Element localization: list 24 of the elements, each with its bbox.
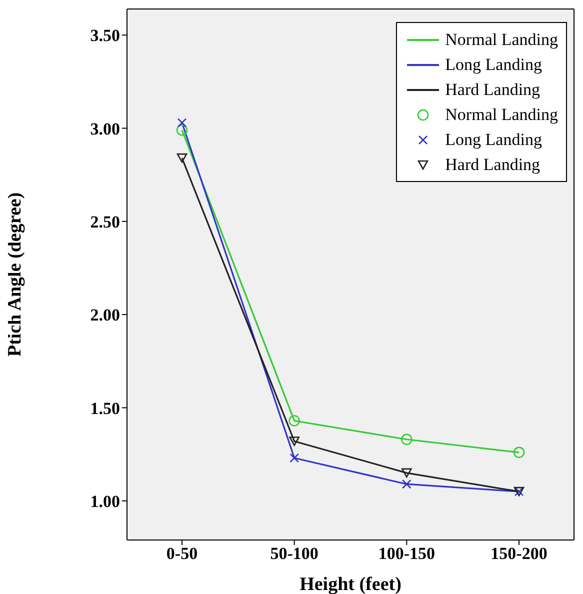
point bbox=[288, 415, 300, 426]
point bbox=[401, 434, 412, 446]
x-tick-label: 0-50 bbox=[166, 544, 198, 564]
point bbox=[402, 468, 412, 478]
text: Normal Landing bbox=[445, 30, 558, 48]
y-tick-label: 2.50 bbox=[90, 212, 120, 232]
x-tick-label: 50-100 bbox=[270, 544, 318, 564]
point bbox=[289, 436, 300, 446]
text: Hard Landing bbox=[445, 80, 540, 98]
x-tick-label: 100-150 bbox=[378, 544, 436, 564]
y-tick-label: 3.00 bbox=[90, 119, 120, 138]
y-tick-label: 1.00 bbox=[90, 492, 120, 511]
y-tick-label: 3.50 bbox=[90, 26, 120, 46]
point bbox=[176, 153, 188, 163]
y-tick-label: 1.50 bbox=[90, 398, 120, 418]
text: Long Landing bbox=[445, 54, 542, 74]
x-tick-label: 150-200 bbox=[490, 544, 548, 564]
point bbox=[176, 124, 188, 136]
y-tick-label: 2.00 bbox=[90, 306, 120, 325]
x-axis-title: Height (feet) bbox=[300, 574, 402, 594]
legend-label: Hard Landing bbox=[445, 154, 540, 174]
legend-label: Normal Landing bbox=[445, 104, 558, 124]
point bbox=[513, 446, 525, 458]
legend-label: Long Landing bbox=[445, 130, 542, 150]
